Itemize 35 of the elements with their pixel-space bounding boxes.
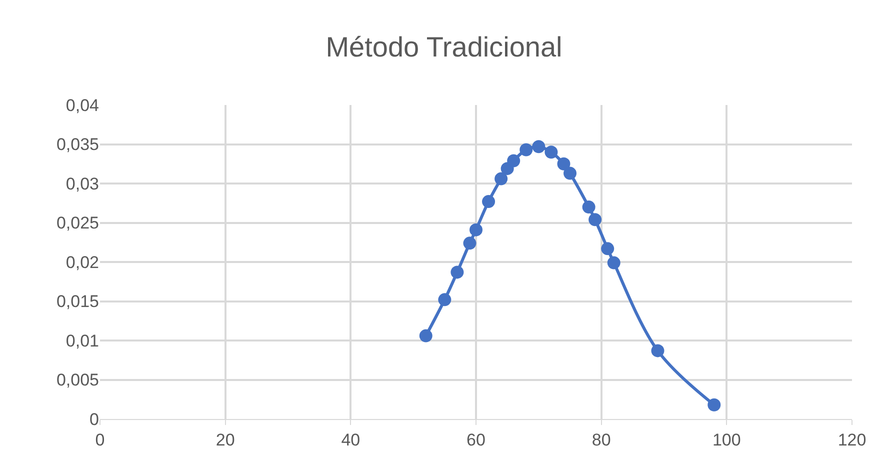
point: [494, 172, 508, 186]
y-tick-label: 0,01: [66, 331, 99, 350]
x-tick-label: 100: [712, 430, 741, 450]
x-tick-label: 120: [838, 430, 866, 450]
point: [450, 266, 464, 279]
point: [588, 213, 602, 226]
point: [557, 157, 570, 170]
point: [651, 344, 664, 358]
y-tick-label: 0,005: [56, 370, 99, 390]
point: [507, 154, 520, 168]
y-tick-label: 0,02: [66, 252, 99, 272]
chart-title: Método Tradicional: [326, 31, 562, 62]
point: [463, 236, 476, 250]
point: [601, 242, 614, 256]
y-tick-label: 0,025: [56, 214, 99, 233]
point: [564, 166, 576, 180]
x-tick-label: 60: [466, 430, 486, 450]
x-tick-label: 40: [341, 430, 360, 450]
point: [482, 195, 496, 208]
point: [544, 146, 558, 159]
point: [470, 223, 482, 236]
point: [520, 143, 533, 156]
point: [438, 293, 452, 306]
y-tick-label: 0,015: [56, 292, 99, 312]
point: [607, 256, 620, 270]
y-tick-label: 0,03: [66, 174, 99, 194]
point: [708, 398, 721, 412]
y-tick-label: 0,035: [56, 135, 99, 154]
point: [419, 329, 432, 342]
point: [582, 200, 596, 214]
y-tick-label: 0: [90, 410, 99, 429]
x-tick-label: 20: [216, 430, 235, 450]
point: [532, 140, 546, 154]
x-tick-label: 80: [592, 430, 611, 450]
y-tick-label: 0,04: [66, 96, 99, 115]
